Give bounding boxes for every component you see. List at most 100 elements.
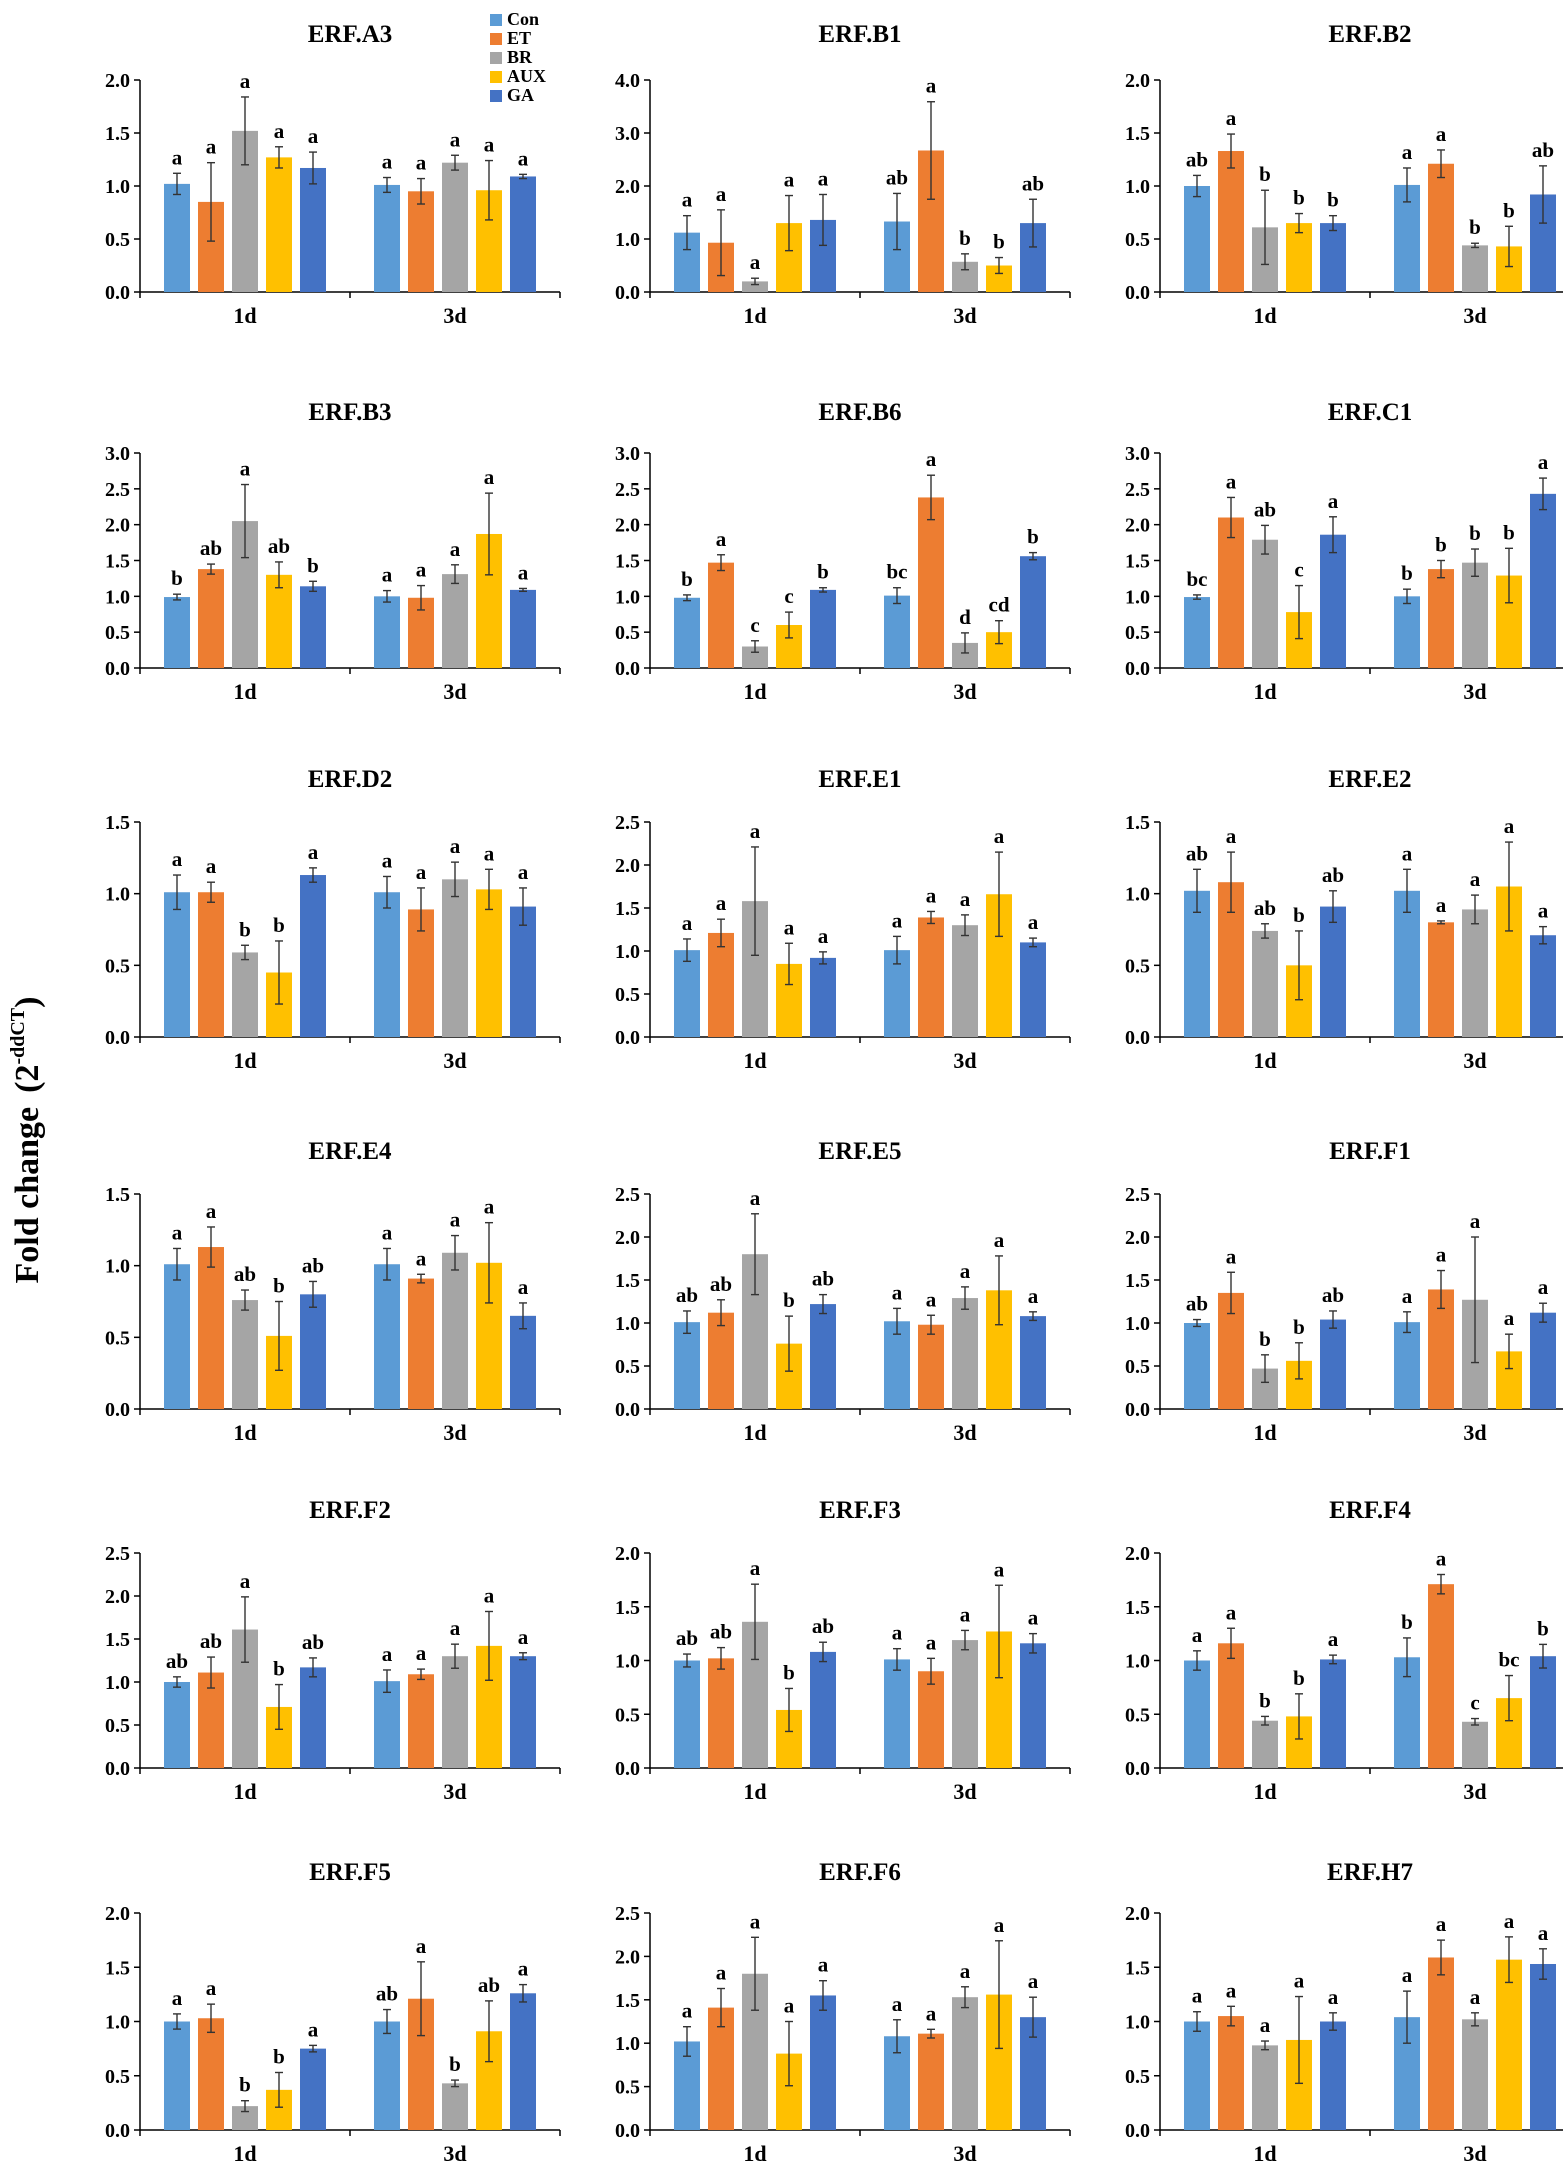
significance-letter: a: [172, 847, 183, 871]
bar-con-3d: [1394, 1322, 1420, 1409]
significance-letter: a: [994, 1557, 1005, 1581]
error-bar: [309, 1280, 317, 1308]
bar-ga-1d: [810, 1304, 836, 1409]
bar-ga-3d: [1530, 1963, 1556, 2130]
error-bar: [383, 2008, 391, 2035]
significance-letter: a: [818, 166, 829, 190]
significance-letter: a: [750, 1909, 761, 1933]
error-bar: [1403, 588, 1411, 605]
error-bar: [1295, 584, 1303, 640]
significance-letter: a: [892, 908, 903, 932]
bar-aux-1d: [266, 157, 292, 292]
chart-grid: ERF.A3 0.0 0.5 1.0 1.5 2.0 a a a a a 1d a a a a a 3d ERF.B…: [105, 21, 1563, 2166]
bar-ga-1d: [1320, 2021, 1346, 2130]
bar-con-1d: [1184, 1660, 1210, 1768]
chart-title: ERF.F6: [819, 1859, 901, 1886]
y-tick-label: 0.0: [615, 1027, 640, 1049]
y-tick-label: 0.5: [1125, 1356, 1150, 1378]
significance-letter: a: [682, 911, 693, 935]
y-tick-label: 1.5: [615, 1990, 640, 2012]
significance-letter: a: [382, 1220, 393, 1244]
significance-letter: a: [716, 527, 727, 551]
y-tick-label: 1.0: [1125, 2012, 1150, 2034]
significance-letter: ab: [166, 1649, 188, 1673]
significance-letter: a: [926, 1630, 937, 1654]
y-tick-label: 3.0: [105, 443, 130, 465]
chart-title: ERF.A3: [308, 21, 393, 48]
legend-swatch-et: [490, 33, 502, 45]
significance-letter: b: [817, 560, 829, 584]
x-category-label: 1d: [1253, 2141, 1276, 2166]
significance-letter: b: [1259, 1688, 1271, 1712]
legend-label-aux: AUX: [507, 66, 546, 86]
y-tick-label: 0.0: [105, 1027, 130, 1049]
legend-swatch-con: [490, 14, 502, 26]
error-bar: [519, 887, 527, 926]
bar-ga-1d: [810, 1651, 836, 1768]
bar-ga-3d: [1530, 1312, 1556, 1409]
chart-title: ERF.B2: [1328, 21, 1411, 48]
significance-letter: a: [518, 1275, 529, 1299]
y-tick-label: 1.0: [1125, 1651, 1150, 1673]
y-tick-label: 2.5: [1125, 1184, 1150, 1206]
significance-letter: a: [1226, 1244, 1237, 1268]
bar-con-3d: [374, 892, 400, 1037]
error-bar: [1505, 1936, 1513, 1984]
bar-br-3d: [442, 1252, 468, 1409]
y-tick-label: 2.5: [105, 1543, 130, 1565]
y-tick-label: 0.5: [105, 622, 130, 644]
error-bar: [683, 214, 691, 251]
significance-letter: a: [892, 1280, 903, 1304]
y-tick-label: 0.0: [615, 1399, 640, 1421]
error-bar: [1403, 167, 1411, 203]
bar-con-1d: [1184, 890, 1210, 1037]
y-tick-label: 0.5: [615, 1704, 640, 1726]
significance-letter: a: [1538, 450, 1549, 474]
chart-title: ERF.F5: [309, 1859, 391, 1886]
bar-ga-3d: [1020, 942, 1046, 1037]
bar-con-3d: [374, 1264, 400, 1409]
y-tick-label: 2.0: [1125, 515, 1150, 537]
significance-letter: a: [1436, 1547, 1447, 1571]
bar-ga-1d: [810, 957, 836, 1037]
significance-letter: b: [1503, 520, 1515, 544]
bar-et-1d: [708, 562, 734, 668]
significance-letter: a: [1328, 1627, 1339, 1651]
significance-letter: b: [1259, 162, 1271, 186]
bar-ga-1d: [810, 589, 836, 668]
error-bar: [961, 914, 969, 937]
chart-title: ERF.F4: [1329, 1497, 1411, 1524]
significance-letter: ab: [302, 1630, 324, 1654]
bar-con-1d: [164, 1264, 190, 1409]
bar-con-1d: [1184, 186, 1210, 292]
significance-letter: ab: [886, 165, 908, 189]
y-tick-label: 0.5: [105, 1327, 130, 1349]
error-bar: [417, 584, 425, 611]
x-category-label: 3d: [443, 303, 466, 328]
error-bar: [173, 874, 181, 911]
error-bar: [961, 632, 969, 654]
significance-letter: a: [960, 1959, 971, 1983]
significance-letter: a: [1402, 1284, 1413, 1308]
error-bar: [785, 194, 793, 252]
significance-letter: b: [239, 917, 251, 941]
significance-letter: bc: [1499, 1648, 1520, 1672]
x-category-label: 3d: [443, 1048, 466, 1073]
significance-letter: b: [1435, 533, 1447, 557]
x-category-label: 3d: [1463, 1420, 1486, 1445]
significance-letter: ab: [1186, 147, 1208, 171]
error-bar: [1539, 925, 1547, 945]
chart-title: ERF.F3: [819, 1497, 901, 1524]
error-bar: [819, 1293, 827, 1315]
error-bar: [417, 887, 425, 932]
error-bar: [1295, 212, 1303, 234]
error-bar: [275, 1683, 283, 1731]
significance-letter: b: [449, 2052, 461, 2076]
error-bar: [927, 910, 935, 925]
significance-letter: c: [750, 613, 759, 637]
significance-letter: a: [240, 69, 251, 93]
error-bar: [927, 2028, 935, 2039]
error-bar: [451, 1234, 459, 1271]
